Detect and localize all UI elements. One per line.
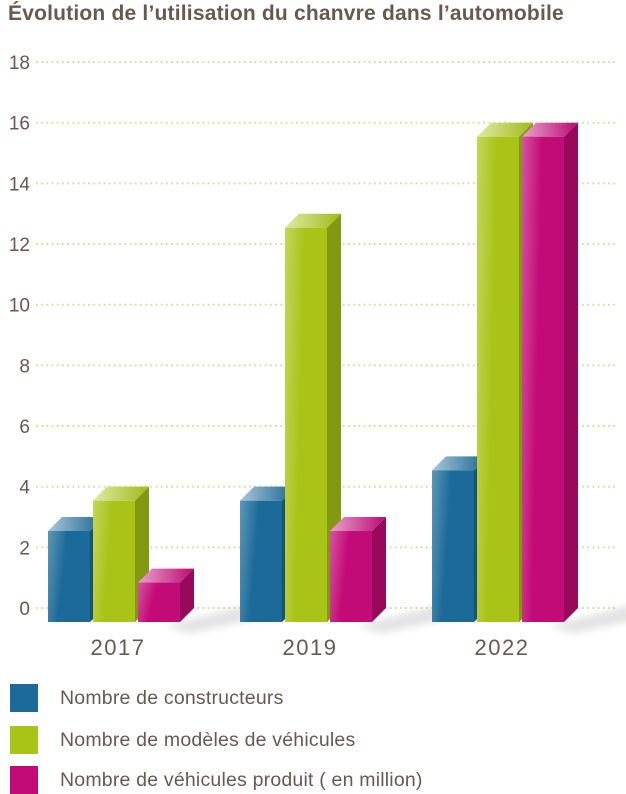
chart-title: Évolution de l’utilisation du chanvre da… bbox=[8, 2, 564, 25]
bar-front-face bbox=[330, 531, 372, 622]
legend-label-modeles: Nombre de modèles de véhicules bbox=[60, 728, 356, 751]
y-tick-label-4: 4 bbox=[19, 478, 30, 499]
bar-2019-series2 bbox=[330, 517, 386, 622]
legend-swatch-modeles bbox=[10, 726, 38, 754]
x-category-label-2022: 2022 bbox=[475, 635, 530, 660]
legend-swatch-vehicules-produits bbox=[10, 766, 38, 794]
y-tick-label-0: 0 bbox=[19, 599, 30, 620]
bar-top-face bbox=[93, 486, 149, 501]
legend-label-constructeurs: Nombre de constructeurs bbox=[60, 686, 284, 709]
bar-front-face bbox=[522, 136, 564, 622]
bar-front-face bbox=[138, 582, 180, 622]
bar-top-face bbox=[477, 122, 533, 137]
y-tick-label-12: 12 bbox=[9, 235, 30, 256]
bar-2022-series2 bbox=[522, 122, 578, 622]
bar-2017-series2 bbox=[138, 568, 194, 622]
bar-chart-canvas: 0 2 4 6 8 10 12 14 16 18 2017 2019 2022 bbox=[9, 53, 626, 660]
y-tick-label-6: 6 bbox=[19, 417, 30, 438]
bar-top-face bbox=[48, 517, 104, 532]
bar-front-face bbox=[432, 470, 474, 622]
legend-label-vehicules-produits: Nombre de véhicules produit ( en million… bbox=[60, 768, 423, 791]
legend-item-modeles: Nombre de modèles de véhicules bbox=[10, 726, 355, 754]
legend-item-constructeurs: Nombre de constructeurs bbox=[10, 684, 284, 712]
bar-front-face bbox=[477, 136, 519, 622]
bar-top-face bbox=[330, 517, 386, 532]
y-tick-label-2: 2 bbox=[19, 538, 30, 559]
y-tick-label-10: 10 bbox=[9, 296, 30, 317]
bar-top-face bbox=[138, 568, 194, 583]
bar-side-face bbox=[327, 213, 341, 622]
legend-swatch-constructeurs bbox=[10, 684, 38, 712]
bar-front-face bbox=[285, 227, 327, 622]
bar-front-face bbox=[48, 531, 90, 622]
bar-front-face bbox=[240, 500, 282, 622]
bar-side-face bbox=[180, 568, 194, 622]
legend-item-vehicules-produits: Nombre de véhicules produit ( en million… bbox=[10, 766, 423, 794]
y-tick-label-16: 16 bbox=[9, 114, 30, 135]
x-category-label-2019: 2019 bbox=[283, 635, 338, 660]
bar-shadow-2022 bbox=[550, 606, 626, 633]
bar-side-face bbox=[372, 517, 386, 622]
bar-front-face bbox=[93, 500, 135, 622]
bar-top-face bbox=[240, 486, 296, 501]
bar-top-face bbox=[522, 122, 578, 137]
bar-shadow-2019 bbox=[358, 606, 452, 633]
bar-shadow-2017 bbox=[166, 606, 260, 633]
y-tick-label-18: 18 bbox=[9, 53, 30, 74]
y-tick-label-8: 8 bbox=[19, 356, 30, 377]
bar-top-face bbox=[432, 456, 488, 471]
bar-side-face bbox=[564, 122, 578, 622]
bar-2019-series1 bbox=[285, 213, 341, 622]
x-category-label-2017: 2017 bbox=[91, 635, 146, 660]
bar-top-face bbox=[285, 213, 341, 228]
y-tick-label-14: 14 bbox=[9, 174, 31, 195]
